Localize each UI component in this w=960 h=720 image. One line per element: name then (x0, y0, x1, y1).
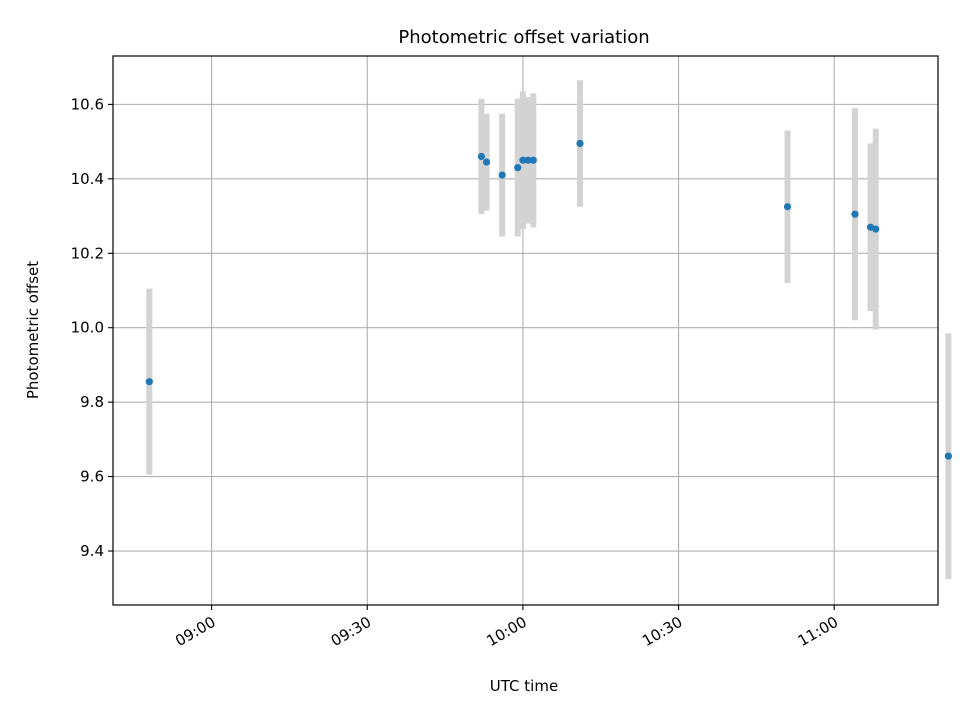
data-point (482, 158, 491, 166)
y-axis-ticks: 9.4 9.6 9.8 10.0 10.2 10.4 10.6 (71, 95, 113, 560)
x-axis-ticks: 09:00 09:30 10:00 10:30 11:00 (172, 605, 841, 650)
x-tick-label: 09:30 (328, 613, 374, 650)
y-tick-label: 10.6 (71, 95, 104, 113)
y-axis-title: Photometric offset (24, 261, 42, 399)
data-point (145, 378, 153, 386)
data-point (524, 156, 532, 164)
y-tick-label: 10.0 (71, 319, 104, 337)
y-tick-label: 9.6 (80, 468, 104, 486)
data-point (872, 225, 880, 233)
data-point (576, 139, 584, 148)
data-point (529, 156, 537, 164)
data-point (514, 164, 522, 172)
x-tick-label: 11:00 (795, 613, 841, 650)
data-points (145, 139, 952, 460)
data-point (477, 152, 485, 161)
y-tick-label: 10.2 (71, 244, 104, 262)
data-point (519, 156, 527, 164)
x-tick-label: 10:00 (483, 613, 529, 650)
x-tick-label: 10:30 (639, 613, 685, 650)
data-point (498, 171, 506, 179)
data-point (944, 452, 952, 460)
data-point (783, 203, 792, 211)
x-axis-title: UTC time (490, 677, 558, 695)
plot-area-frame (112, 55, 939, 606)
error-bars (146, 80, 952, 579)
chart-title: Photometric offset variation (398, 27, 649, 48)
y-tick-label: 9.4 (80, 542, 104, 560)
data-point (851, 210, 859, 218)
y-tick-label: 10.4 (71, 170, 104, 188)
x-tick-label: 09:00 (172, 613, 218, 650)
y-tick-label: 9.8 (80, 393, 104, 411)
